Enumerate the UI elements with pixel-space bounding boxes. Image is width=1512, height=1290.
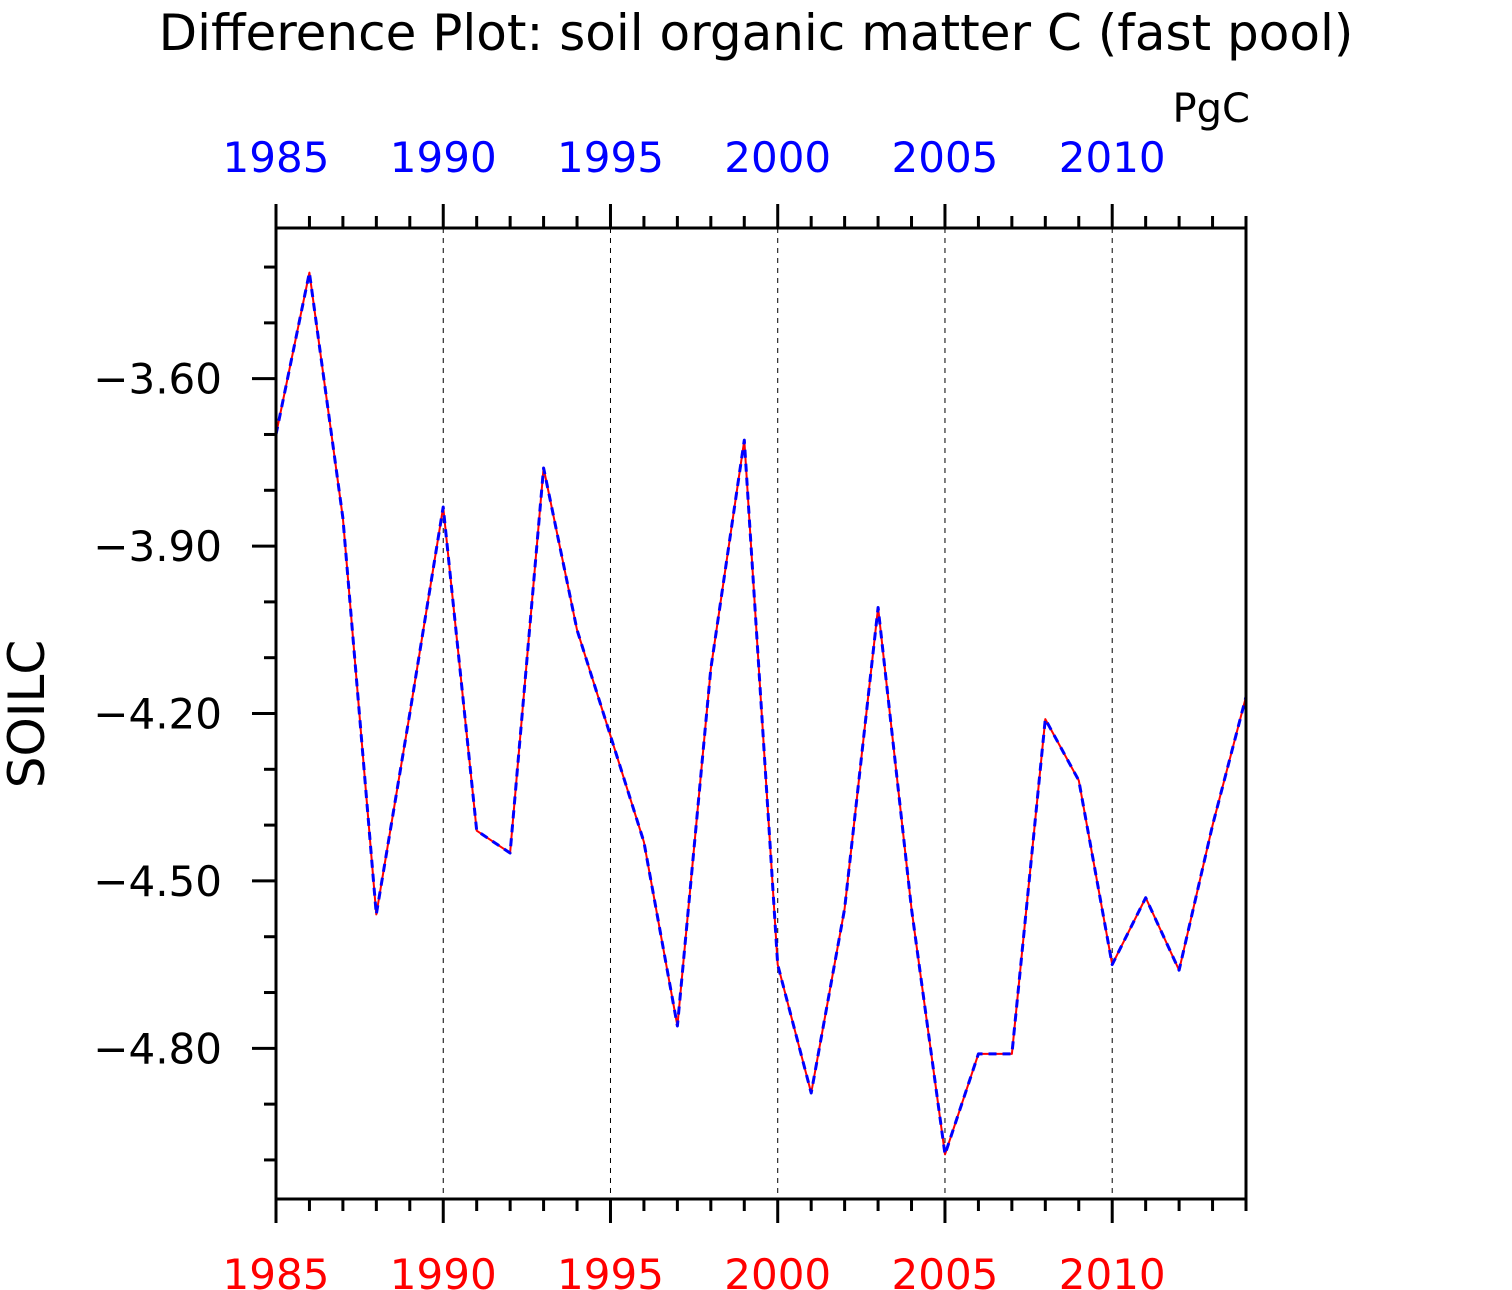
y-axis-label: SOILC	[0, 640, 56, 789]
tick-labels: 1985 1985 1990 1990 1995 1995 2000 2000 2005 2005…	[93, 133, 1165, 1290]
x-tick-label-top: 2000	[724, 133, 831, 182]
x-tick-label-bottom: 1990	[390, 1250, 497, 1290]
units-label: PgC	[1173, 86, 1250, 132]
x-tick-label-top: 1995	[557, 133, 664, 182]
x-tick-label-top: 1990	[390, 133, 497, 182]
y-tick-label: −3.90	[93, 522, 222, 571]
series-lines	[274, 271, 1248, 1156]
x-tick-label-top: 2005	[892, 133, 999, 182]
series-line	[274, 271, 1248, 1156]
grid-lines	[442, 228, 1113, 1199]
series-line	[275, 271, 1247, 1156]
y-tick-label: −4.20	[93, 690, 222, 739]
x-tick-label-top: 2010	[1059, 133, 1166, 182]
x-tick-label-bottom: 1995	[557, 1250, 664, 1290]
x-tick-label-bottom: 1985	[223, 1250, 330, 1290]
x-tick-label-top: 1985	[223, 133, 330, 182]
chart-title: Difference Plot: soil organic matter C (…	[159, 4, 1354, 62]
x-tick-label-bottom: 2000	[724, 1250, 831, 1290]
y-tick-label: −3.60	[93, 355, 222, 404]
y-tick-label: −4.80	[93, 1024, 222, 1073]
plot-frame	[274, 226, 1248, 1201]
x-tick-label-bottom: 2010	[1059, 1250, 1166, 1290]
x-tick-label-bottom: 2005	[892, 1250, 999, 1290]
y-tick-label: −4.50	[93, 857, 222, 906]
axis-ticks	[252, 204, 1248, 1223]
